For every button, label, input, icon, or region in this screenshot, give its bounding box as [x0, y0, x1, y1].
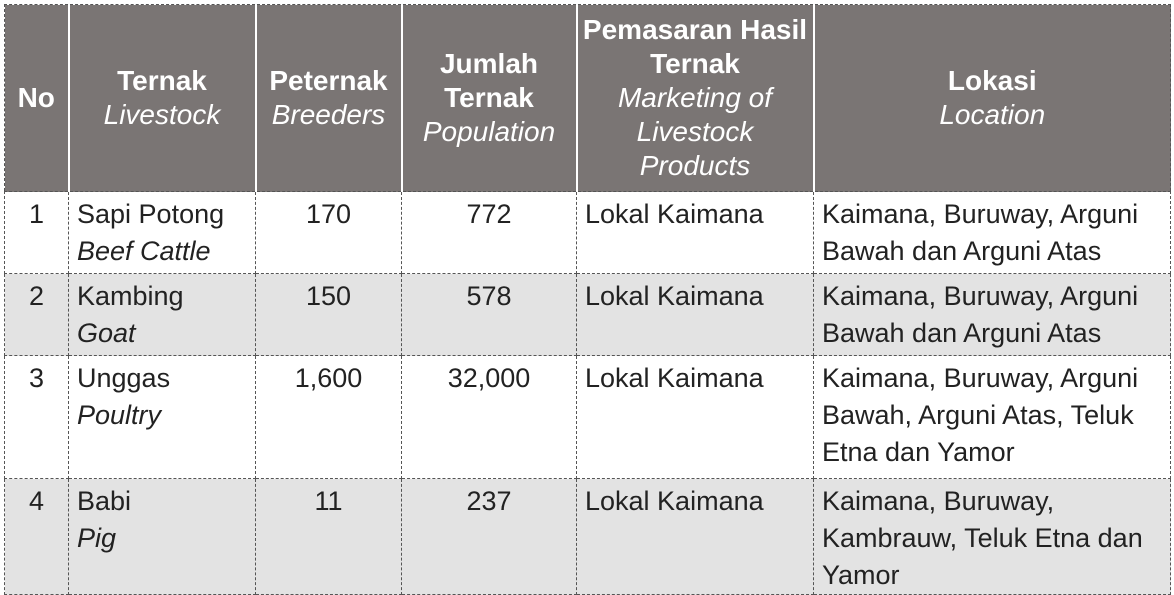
header-peternak: Peternak Breeders [254, 4, 403, 192]
table-row: 4 Babi Pig 11 237 Lokal Kaimana Kaimana,… [4, 478, 1171, 595]
livestock-table: No Ternak Livestock Peternak Breeders Ju… [4, 4, 1171, 595]
cell-lokasi: Kaimana, Buruway, Arguni Bawah dan Argun… [813, 191, 1171, 274]
cell-ternak: Babi Pig [68, 478, 256, 595]
cell-pemasaran: Lokal Kaimana [576, 191, 814, 274]
header-peternak-en: Breeders [271, 99, 386, 130]
header-lokasi-id: Lokasi [947, 65, 1037, 96]
header-jumlah: Jumlah Ternak Population [400, 4, 578, 192]
header-row: No Ternak Livestock Peternak Breeders Ju… [4, 4, 1171, 192]
header-jumlah-id: Jumlah Ternak [439, 48, 539, 113]
cell-lokasi: Kaimana, Buruway, Kambrauw, Teluk Etna d… [813, 478, 1171, 595]
header-lokasi-en: Location [939, 99, 1046, 130]
ternak-name-en: Pig [77, 523, 117, 553]
cell-no: 1 [4, 191, 69, 274]
header-ternak-en: Livestock [103, 99, 221, 130]
header-ternak: Ternak Livestock [67, 4, 257, 192]
header-lokasi: Lokasi Location [812, 4, 1171, 192]
cell-peternak: 150 [255, 273, 402, 356]
cell-pemasaran: Lokal Kaimana [576, 478, 814, 595]
header-no: No [4, 4, 70, 192]
cell-jumlah: 772 [401, 191, 577, 274]
header-jumlah-en: Population [422, 116, 556, 147]
cell-pemasaran: Lokal Kaimana [576, 355, 814, 479]
cell-peternak: 170 [255, 191, 402, 274]
cell-ternak: Kambing Goat [68, 273, 256, 356]
table-row: 3 Unggas Poultry 1,600 32,000 Lokal Kaim… [4, 355, 1171, 479]
ternak-name: Unggas [77, 363, 171, 393]
cell-pemasaran: Lokal Kaimana [576, 273, 814, 356]
ternak-name: Sapi Potong [77, 199, 225, 229]
ternak-name: Babi [77, 486, 132, 516]
table-body: 1 Sapi Potong Beef Cattle 170 772 Lokal … [4, 191, 1171, 595]
cell-jumlah: 32,000 [401, 355, 577, 479]
header-pemasaran-id: Pemasaran Hasil Ternak [582, 14, 808, 79]
header-peternak-id: Peternak [269, 65, 388, 96]
cell-peternak: 1,600 [255, 355, 402, 479]
cell-jumlah: 578 [401, 273, 577, 356]
cell-no: 4 [4, 478, 69, 595]
cell-no: 2 [4, 273, 69, 356]
ternak-name-en: Goat [77, 318, 136, 348]
table-header: No Ternak Livestock Peternak Breeders Ju… [4, 4, 1171, 192]
cell-ternak: Unggas Poultry [68, 355, 256, 479]
ternak-name: Kambing [77, 281, 184, 311]
cell-ternak: Sapi Potong Beef Cattle [68, 191, 256, 274]
table-row: 2 Kambing Goat 150 578 Lokal Kaimana Kai… [4, 273, 1171, 356]
cell-lokasi: Kaimana, Buruway, Arguni Bawah, Arguni A… [813, 355, 1171, 479]
cell-no: 3 [4, 355, 69, 479]
header-ternak-id: Ternak [117, 65, 207, 96]
ternak-name-en: Beef Cattle [77, 236, 211, 266]
cell-jumlah: 237 [401, 478, 577, 595]
header-pemasaran-en: Marketing of Livestock Products [617, 82, 773, 181]
ternak-name-en: Poultry [77, 400, 162, 430]
table-row: 1 Sapi Potong Beef Cattle 170 772 Lokal … [4, 191, 1171, 274]
cell-peternak: 11 [255, 478, 402, 595]
header-pemasaran: Pemasaran Hasil Ternak Marketing of Live… [575, 4, 815, 192]
cell-lokasi: Kaimana, Buruway, Arguni Bawah dan Argun… [813, 273, 1171, 356]
